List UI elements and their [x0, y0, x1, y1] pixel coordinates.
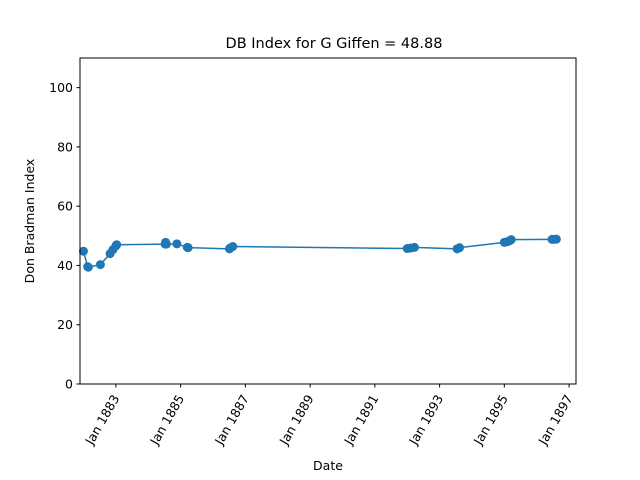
- plot-background: [80, 58, 576, 384]
- data-point: [172, 239, 182, 249]
- data-series: [78, 234, 561, 272]
- data-point: [228, 241, 238, 251]
- plot-frame: [79, 57, 577, 385]
- x-axis-label: Date: [313, 458, 343, 473]
- y-axis-label: Don Bradman Index: [22, 159, 37, 284]
- y-tick-label: 40: [57, 258, 73, 273]
- data-point: [112, 240, 122, 250]
- chart-title: DB Index for G Giffen = 48.88: [226, 36, 443, 52]
- data-point: [183, 243, 193, 253]
- y-tick-label: 20: [57, 317, 73, 332]
- y-tick-label: 80: [57, 139, 73, 154]
- data-point: [455, 243, 465, 253]
- data-point: [551, 234, 561, 244]
- plot-area: [80, 58, 576, 384]
- data-point: [506, 235, 516, 245]
- y-tick-label: 60: [57, 199, 73, 214]
- data-point: [95, 260, 105, 270]
- data-point: [78, 246, 88, 256]
- y-tick-label: 0: [65, 377, 73, 392]
- data-point: [83, 262, 93, 272]
- y-axis: 0 20 40 60 80 100: [49, 80, 80, 392]
- data-point: [161, 239, 171, 249]
- y-tick-label: 100: [49, 80, 73, 95]
- data-point: [410, 242, 420, 252]
